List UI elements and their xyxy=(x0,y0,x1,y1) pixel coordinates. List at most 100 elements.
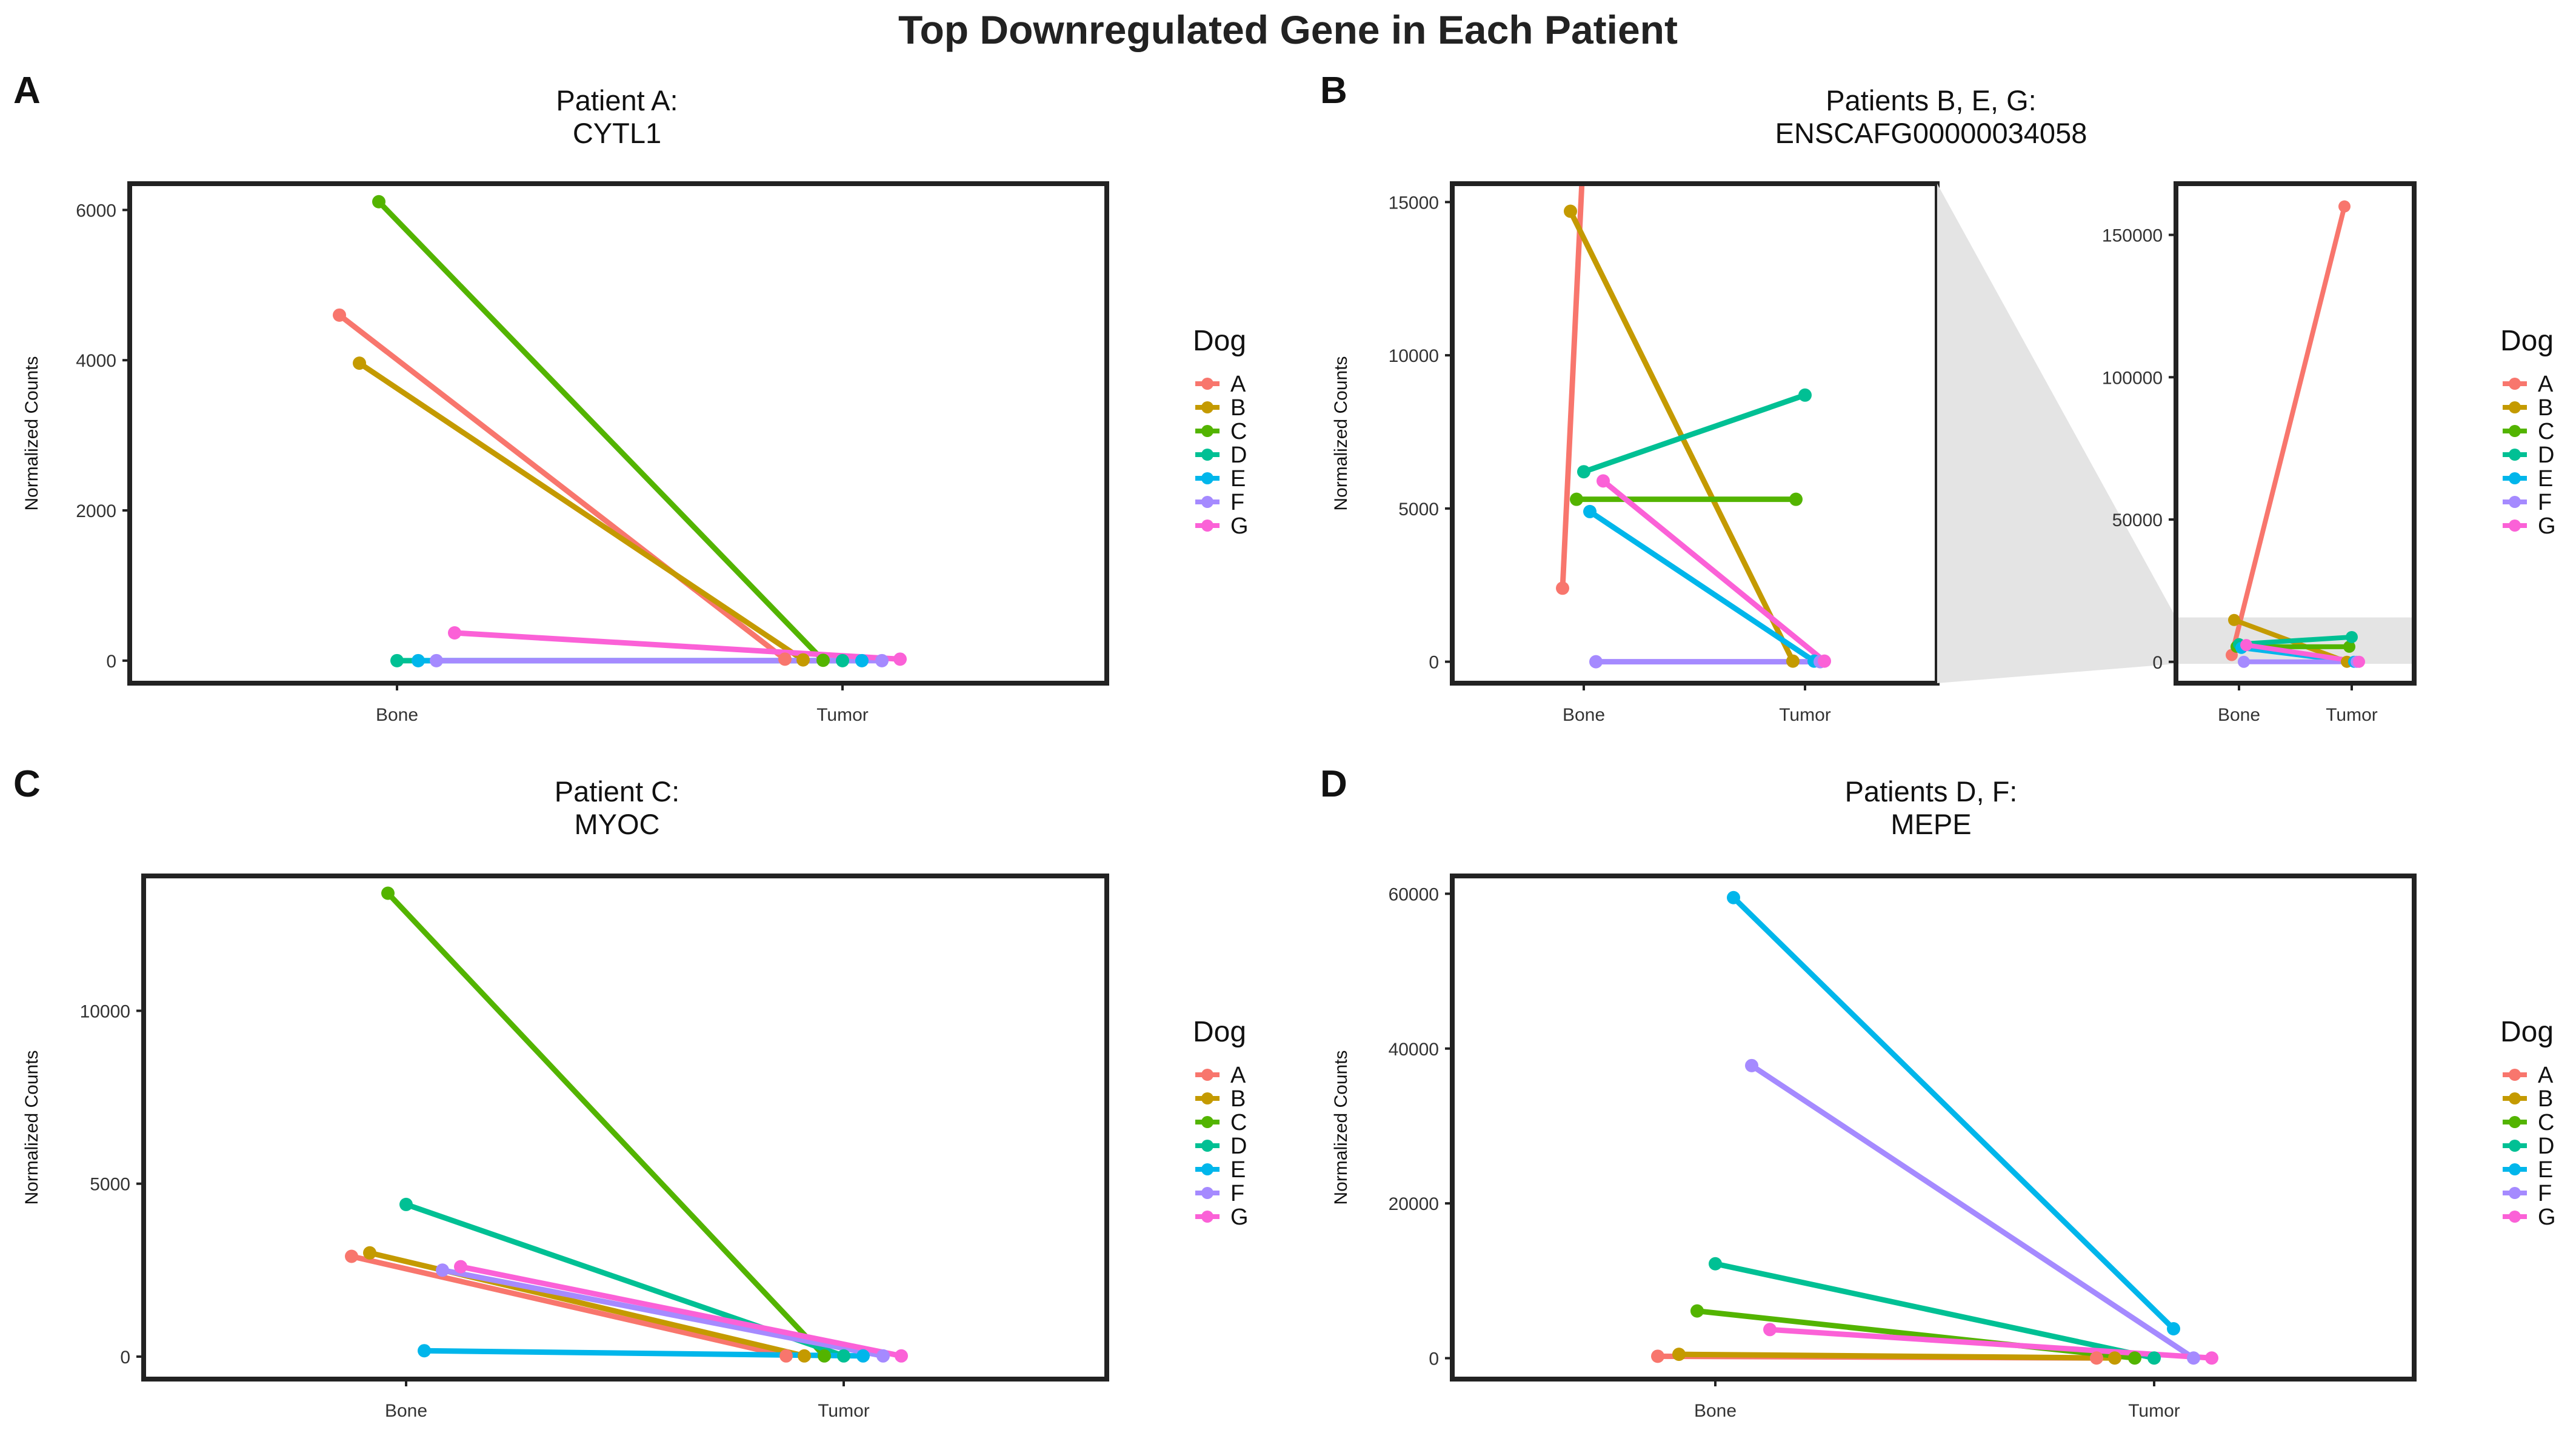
point-D-B-bone xyxy=(1672,1348,1686,1362)
point-D-F-bone xyxy=(1745,1058,1758,1072)
point-A-G-tumor xyxy=(893,652,907,666)
panels: A Patient A:CYTL1 0 2000 4000 6000 Bone Tumor No… xyxy=(13,70,2556,1421)
legend-label-A-B: B xyxy=(1230,395,1246,421)
inset-series-line-G xyxy=(2244,643,2361,664)
legend-key-point-C-C xyxy=(1201,1116,1213,1128)
panel-subtitle-C: MYOC xyxy=(575,808,660,840)
point-C-G-tumor xyxy=(895,1349,908,1363)
data-B xyxy=(1556,184,1831,669)
legend-label-B-C: C xyxy=(2538,419,2554,444)
legend-key-point-D-B xyxy=(2509,1092,2521,1104)
point-D-G-tumor xyxy=(2205,1351,2218,1365)
panel-subtitle-B: ENSCAFG00000034058 xyxy=(1775,117,2087,149)
series-line-B-G xyxy=(1600,478,1827,664)
legend-label-B-E: E xyxy=(2538,466,2553,492)
point-D-B-tumor xyxy=(2108,1351,2121,1365)
legend-key-point-C-B xyxy=(1201,1092,1213,1104)
legend-key-point-B-C xyxy=(2509,425,2521,437)
point-A-D-bone xyxy=(390,653,404,667)
y-tick-label-D-0: 0 xyxy=(1429,1349,1439,1369)
inset-series-line-D xyxy=(2237,634,2354,647)
y-tick-label-A-0: 0 xyxy=(106,652,116,672)
point-A-C-bone xyxy=(372,195,385,209)
y-axis-label-B: Normalized Counts xyxy=(1331,356,1351,510)
y-axis-label-D: Normalized Counts xyxy=(1331,1050,1351,1204)
point-C-A-tumor xyxy=(779,1349,793,1363)
panel-subtitle-A: CYTL1 xyxy=(573,117,661,149)
legend-label-A-G: G xyxy=(1230,513,1249,539)
y-tick-label-C-0: 0 xyxy=(120,1348,130,1368)
panel-A: A Patient A:CYTL1 0 2000 4000 6000 Bone Tumor No… xyxy=(13,70,1249,725)
inset-x-tick-label-Tumor: Tumor xyxy=(2326,705,2378,725)
y-tick-label-B-15000: 15000 xyxy=(1389,193,1439,213)
point-B-A-bone xyxy=(1556,581,1569,595)
inset-y-tick-label-100000: 100000 xyxy=(2102,368,2163,388)
legend-key-point-B-F xyxy=(2509,496,2521,508)
point-A-A-tumor xyxy=(778,652,792,666)
legend-label-D-D: D xyxy=(2538,1134,2554,1159)
y-tick-label-C-5000: 5000 xyxy=(90,1175,130,1195)
point-C-F-tumor xyxy=(876,1349,890,1363)
point-D-E-bone xyxy=(1727,890,1740,904)
point-D-A-bone xyxy=(1651,1349,1664,1363)
y-axis-label-A: Normalized Counts xyxy=(22,356,42,510)
point-B-F-bone xyxy=(1589,655,1603,669)
point-D-D-tumor xyxy=(2147,1351,2161,1365)
panel-letter-C: C xyxy=(13,763,41,805)
point-C-B-bone xyxy=(363,1246,376,1260)
legend-label-A-A: A xyxy=(1230,372,1246,397)
point-C-A-bone xyxy=(345,1249,358,1263)
panel-letter-B: B xyxy=(1320,70,1347,112)
legend-label-C-C: C xyxy=(1230,1110,1247,1135)
point-D-G-bone xyxy=(1763,1323,1777,1337)
inset-point-G-tumor xyxy=(2353,655,2365,668)
legend-title-B: Dog xyxy=(2500,325,2554,357)
legend-label-C-B: B xyxy=(1230,1086,1246,1112)
series-line-D-E xyxy=(1730,895,2177,1332)
series-line-C-G xyxy=(458,1264,904,1359)
y-tick-label-B-10000: 10000 xyxy=(1389,346,1439,366)
point-A-C-tumor xyxy=(816,653,830,667)
inset-y-tick-label-0: 0 xyxy=(2152,653,2163,673)
panel-title-C: Patient C: xyxy=(555,775,679,807)
legend-key-point-A-B xyxy=(1201,401,1213,413)
legend-label-B-G: G xyxy=(2538,513,2556,539)
point-A-A-bone xyxy=(333,308,346,322)
legend-key-point-C-D xyxy=(1201,1140,1213,1152)
legend-label-A-D: D xyxy=(1230,443,1247,468)
panel-D: D Patients D, F:MEPE 0 20000 40000 60000 Bone T… xyxy=(1320,763,2556,1421)
inset-x-tick-label-Bone: Bone xyxy=(2218,705,2260,725)
point-B-C-tumor xyxy=(1789,492,1803,506)
series-line-D-D xyxy=(1712,1261,2157,1361)
plot-frame-D xyxy=(1450,874,2417,1382)
legend-key-point-A-E xyxy=(1201,472,1213,484)
legend-key-point-D-G xyxy=(2509,1211,2521,1223)
panel-title-B: Patients B, E, G: xyxy=(1826,84,2036,116)
series-line-C-F xyxy=(439,1267,886,1359)
point-B-D-bone xyxy=(1577,465,1590,479)
legend-label-C-A: A xyxy=(1230,1063,1246,1088)
legend-key-point-C-A xyxy=(1201,1069,1213,1081)
point-C-C-bone xyxy=(381,886,395,900)
y-tick-label-B-5000: 5000 xyxy=(1398,499,1439,520)
point-A-B-bone xyxy=(353,356,366,370)
legend-label-D-A: A xyxy=(2538,1063,2554,1088)
legend-key-point-C-F xyxy=(1201,1187,1213,1199)
legend-key-point-B-A xyxy=(2509,378,2521,390)
series-line-D-F xyxy=(1749,1063,2197,1361)
panel-title-A: Patient A: xyxy=(556,84,678,116)
series-line-A-G xyxy=(452,630,903,662)
x-tick-label-B-Bone: Bone xyxy=(1563,705,1605,725)
point-B-B-tumor xyxy=(1786,654,1800,668)
plot-frame-A xyxy=(127,181,1109,686)
y-tick-label-D-20000: 20000 xyxy=(1389,1194,1439,1214)
point-D-A-tumor xyxy=(2090,1351,2103,1365)
inset-y-tick-label-150000: 150000 xyxy=(2102,226,2163,246)
panel-letter-A: A xyxy=(13,70,41,112)
point-B-B-bone xyxy=(1564,204,1577,218)
legend-key-point-B-B xyxy=(2509,401,2521,413)
legend-key-point-D-A xyxy=(2509,1069,2521,1081)
legend-key-point-C-E xyxy=(1201,1163,1213,1175)
